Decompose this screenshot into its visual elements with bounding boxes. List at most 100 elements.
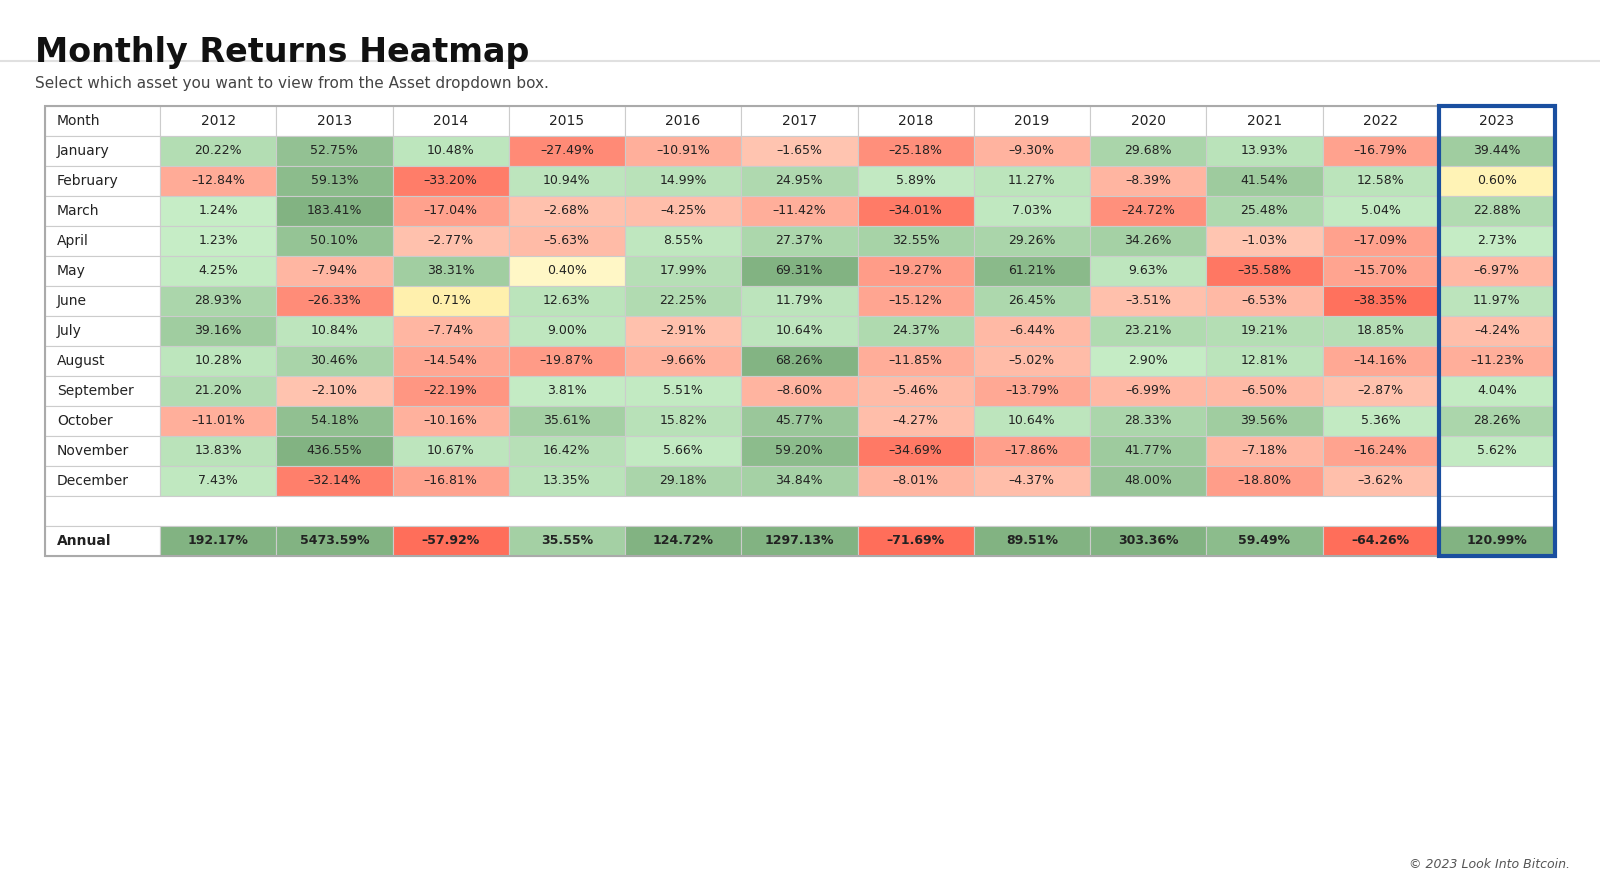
Text: –3.62%: –3.62% [1358,475,1403,487]
FancyBboxPatch shape [1090,256,1206,286]
Text: –4.24%: –4.24% [1474,324,1520,338]
Text: 41.77%: 41.77% [1125,445,1171,457]
Text: 2.90%: 2.90% [1128,355,1168,367]
FancyBboxPatch shape [741,526,858,556]
Text: 30.46%: 30.46% [310,355,358,367]
FancyBboxPatch shape [392,376,509,406]
Text: 25.48%: 25.48% [1240,205,1288,217]
FancyBboxPatch shape [1206,106,1323,136]
Text: 4.04%: 4.04% [1477,385,1517,397]
FancyBboxPatch shape [1323,316,1438,346]
Text: 1.24%: 1.24% [198,205,238,217]
Text: 0.71%: 0.71% [430,295,470,307]
Text: September: September [58,384,134,398]
FancyBboxPatch shape [626,376,741,406]
Text: Annual: Annual [58,534,112,548]
FancyBboxPatch shape [626,106,741,136]
Text: 10.84%: 10.84% [310,324,358,338]
FancyBboxPatch shape [1090,406,1206,436]
Text: May: May [58,264,86,278]
Text: October: October [58,414,112,428]
FancyBboxPatch shape [1206,346,1323,376]
Text: 11.79%: 11.79% [776,295,822,307]
FancyBboxPatch shape [741,436,858,466]
Text: –19.87%: –19.87% [539,355,594,367]
Text: –13.79%: –13.79% [1005,385,1059,397]
FancyBboxPatch shape [160,256,277,286]
FancyBboxPatch shape [1090,466,1206,496]
FancyBboxPatch shape [392,466,509,496]
Text: –4.37%: –4.37% [1010,475,1054,487]
Text: June: June [58,294,86,308]
FancyBboxPatch shape [1090,376,1206,406]
FancyBboxPatch shape [392,346,509,376]
FancyBboxPatch shape [45,196,160,226]
Text: 2012: 2012 [200,114,235,128]
Text: –64.26%: –64.26% [1352,535,1410,547]
Text: © 2023 Look Into Bitcoin.: © 2023 Look Into Bitcoin. [1410,858,1570,871]
Text: –57.92%: –57.92% [421,535,480,547]
Text: 2013: 2013 [317,114,352,128]
FancyBboxPatch shape [392,316,509,346]
Text: 12.81%: 12.81% [1240,355,1288,367]
FancyBboxPatch shape [741,466,858,496]
Text: –8.60%: –8.60% [776,385,822,397]
FancyBboxPatch shape [277,226,392,256]
Text: November: November [58,444,130,458]
Text: 35.55%: 35.55% [541,535,594,547]
FancyBboxPatch shape [1206,526,1323,556]
FancyBboxPatch shape [1090,226,1206,256]
Text: 22.25%: 22.25% [659,295,707,307]
FancyBboxPatch shape [858,346,974,376]
Text: –8.01%: –8.01% [893,475,939,487]
FancyBboxPatch shape [1206,256,1323,286]
FancyBboxPatch shape [1090,526,1206,556]
FancyBboxPatch shape [160,436,277,466]
FancyBboxPatch shape [1438,346,1555,376]
FancyBboxPatch shape [509,406,626,436]
Text: 0.40%: 0.40% [547,265,587,277]
Text: 192.17%: 192.17% [187,535,248,547]
FancyBboxPatch shape [509,286,626,316]
Text: 59.13%: 59.13% [310,175,358,187]
Text: 45.77%: 45.77% [776,414,824,428]
Text: 39.16%: 39.16% [194,324,242,338]
Text: 39.56%: 39.56% [1240,414,1288,428]
FancyBboxPatch shape [509,316,626,346]
FancyBboxPatch shape [858,166,974,196]
FancyBboxPatch shape [1206,136,1323,166]
Text: 7.43%: 7.43% [198,475,238,487]
FancyBboxPatch shape [1323,376,1438,406]
FancyBboxPatch shape [277,256,392,286]
FancyBboxPatch shape [1323,346,1438,376]
FancyBboxPatch shape [626,286,741,316]
FancyBboxPatch shape [160,106,277,136]
Text: –6.50%: –6.50% [1242,385,1288,397]
FancyBboxPatch shape [974,406,1090,436]
FancyBboxPatch shape [392,196,509,226]
Text: January: January [58,144,110,158]
FancyBboxPatch shape [1323,196,1438,226]
Text: 34.26%: 34.26% [1125,234,1171,248]
FancyBboxPatch shape [626,196,741,226]
FancyBboxPatch shape [45,406,160,436]
Text: 18.85%: 18.85% [1357,324,1405,338]
FancyBboxPatch shape [45,496,1555,526]
FancyBboxPatch shape [45,436,160,466]
Text: –25.18%: –25.18% [888,144,942,158]
FancyBboxPatch shape [858,316,974,346]
Text: 13.35%: 13.35% [542,475,590,487]
Text: 12.63%: 12.63% [542,295,590,307]
Text: 17.99%: 17.99% [659,265,707,277]
FancyBboxPatch shape [509,346,626,376]
Text: –5.63%: –5.63% [544,234,590,248]
Text: 12.58%: 12.58% [1357,175,1405,187]
Text: –1.03%: –1.03% [1242,234,1288,248]
FancyBboxPatch shape [858,466,974,496]
FancyBboxPatch shape [741,226,858,256]
Text: 28.93%: 28.93% [194,295,242,307]
FancyBboxPatch shape [626,526,741,556]
Text: –10.91%: –10.91% [656,144,710,158]
FancyBboxPatch shape [626,316,741,346]
Text: 34.84%: 34.84% [776,475,822,487]
